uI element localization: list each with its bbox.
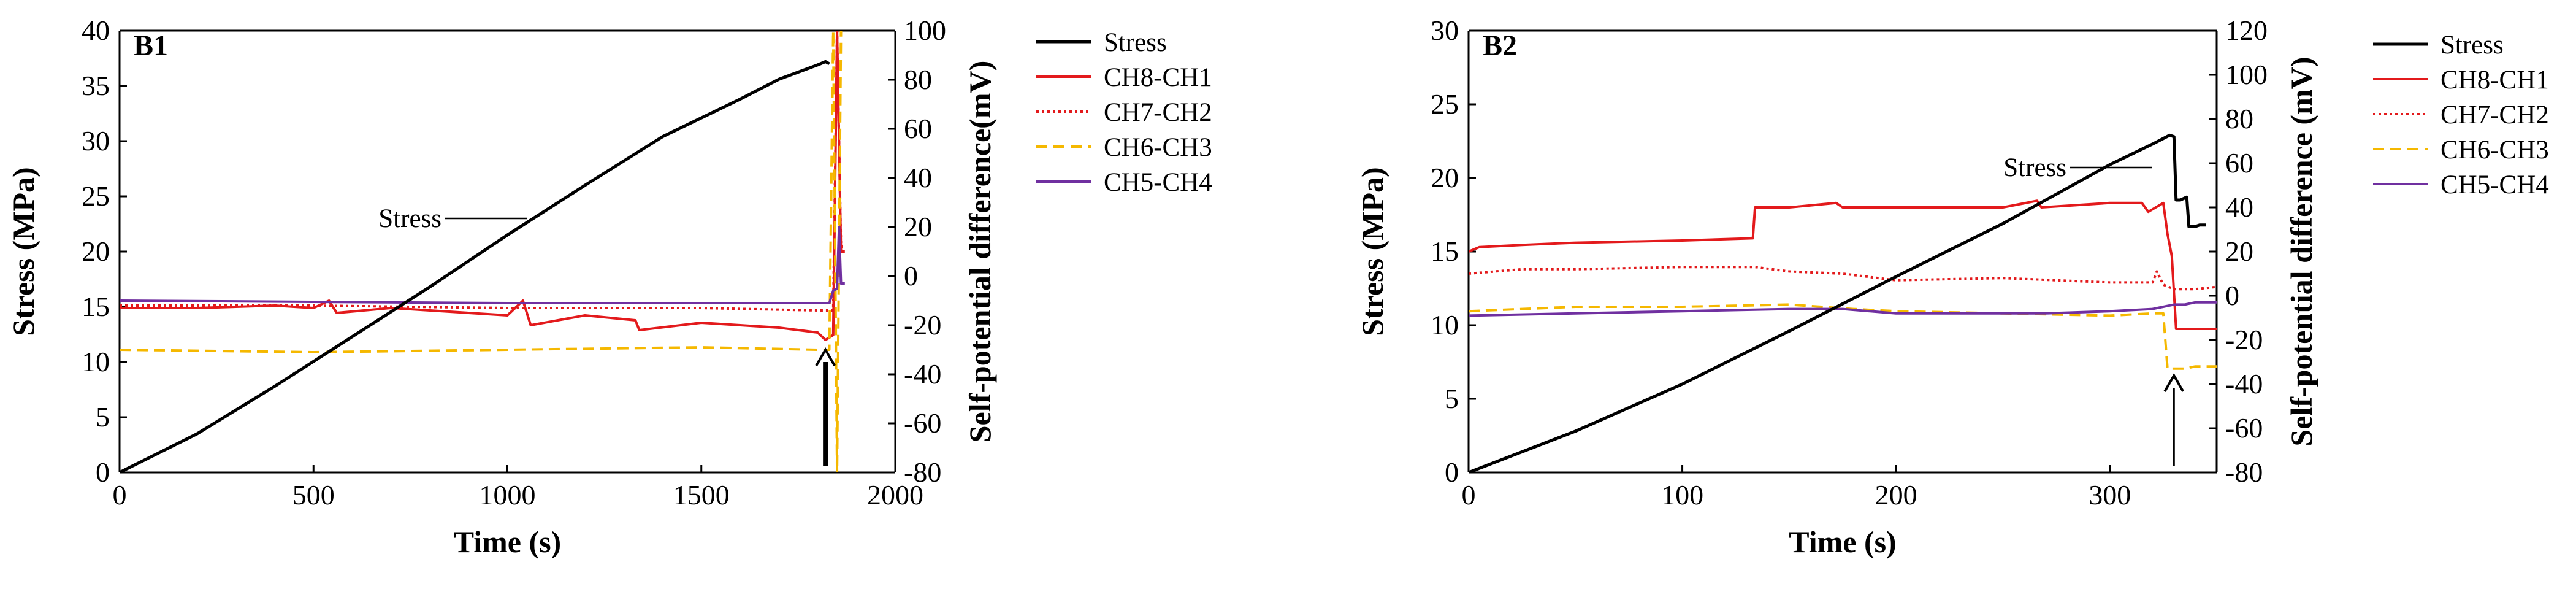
x-tick-label: 100: [1661, 479, 1703, 510]
left-y-tick-label: 35: [82, 70, 110, 101]
series-line-ch7-ch2: [1469, 266, 2217, 291]
right-y-tick-label: 60: [904, 113, 932, 144]
right-y-tick-label: -20: [904, 309, 941, 341]
x-tick-label: 0: [1462, 479, 1476, 510]
right-y-tick-label: -80: [2225, 456, 2263, 488]
legend-label-ch6-ch3: CH6-CH3: [1104, 133, 1212, 162]
legend-label-ch5-ch4: CH5-CH4: [2440, 171, 2549, 199]
left-y-axis-title: Stress (MPa): [6, 167, 40, 336]
right-y-tick-label: 0: [904, 260, 918, 291]
series-line-ch8-ch1: [120, 31, 845, 341]
left-y-tick-label: 15: [82, 291, 110, 322]
stress-annotation: Stress: [2003, 153, 2066, 182]
right-y-tick-label: 80: [2225, 103, 2253, 134]
right-y-tick-label: 20: [2225, 236, 2253, 267]
stress-annotation: Stress: [378, 204, 441, 233]
left-y-tick-label: 10: [1431, 309, 1459, 341]
right-y-axis-title: Self-potential difference(mV): [963, 61, 997, 443]
left-y-tick-label: 0: [96, 456, 110, 488]
legend-label-ch8-ch1: CH8-CH1: [1104, 63, 1212, 92]
x-tick-label: 500: [292, 479, 335, 510]
x-tick-label: 0: [113, 479, 127, 510]
left-y-tick-label: 20: [1431, 162, 1459, 193]
left-y-tick-label: 10: [82, 346, 110, 377]
legend-label-ch7-ch2: CH7-CH2: [1104, 98, 1212, 127]
right-y-tick-label: -40: [2225, 368, 2263, 399]
panel-label: B1: [134, 29, 168, 62]
x-tick-label: 2000: [867, 479, 923, 510]
series-line-ch7-ch2: [120, 31, 845, 312]
right-y-tick-label: 100: [904, 15, 946, 46]
right-y-tick-label: 120: [2225, 15, 2268, 46]
left-y-tick-label: 20: [82, 236, 110, 267]
legend-label-ch5-ch4: CH5-CH4: [1104, 168, 1212, 197]
legend-label-ch7-ch2: CH7-CH2: [2440, 101, 2549, 129]
left-y-tick-label: 5: [1445, 383, 1459, 414]
x-axis-title: Time (s): [454, 525, 561, 559]
right-y-tick-label: 40: [2225, 191, 2253, 223]
right-y-tick-label: -80: [904, 456, 941, 488]
x-axis-title: Time (s): [1789, 525, 1896, 559]
right-y-tick-label: 20: [904, 211, 932, 242]
left-y-tick-label: 25: [82, 180, 110, 212]
x-tick-label: 1000: [480, 479, 536, 510]
right-y-tick-label: 40: [904, 162, 932, 193]
series-line-ch8-ch1: [1469, 199, 2217, 330]
series-line-stress: [120, 60, 830, 472]
legend-label-ch6-ch3: CH6-CH3: [2440, 136, 2549, 164]
legend-label-stress: Stress: [1104, 28, 1167, 57]
series-line-ch6-ch3: [1469, 303, 2217, 370]
right-y-tick-label: -60: [2225, 412, 2263, 444]
right-y-axis-title: Self-potential difference (mV): [2284, 56, 2318, 446]
right-y-tick-label: -20: [2225, 324, 2263, 355]
x-tick-label: 1500: [673, 479, 730, 510]
failure-arrow-head: [2163, 372, 2185, 392]
right-y-tick-label: -40: [904, 358, 941, 390]
series-line-ch5-ch4: [1469, 301, 2217, 317]
left-y-tick-label: 5: [96, 401, 110, 433]
right-y-tick-label: 80: [904, 64, 932, 95]
left-y-axis-title: Stress (MPa): [1355, 167, 1389, 336]
left-y-tick-label: 0: [1445, 456, 1459, 488]
x-tick-label: 200: [1875, 479, 1917, 510]
series-line-ch5-ch4: [120, 226, 845, 304]
panel-label: B2: [1483, 29, 1517, 62]
left-y-tick-label: 15: [1431, 236, 1459, 267]
x-tick-label: 300: [2089, 479, 2131, 510]
left-y-tick-label: 40: [82, 15, 110, 46]
right-y-tick-label: -60: [904, 407, 941, 439]
left-y-tick-label: 30: [82, 125, 110, 156]
legend-label-ch8-ch1: CH8-CH1: [2440, 66, 2549, 94]
series-line-ch6-ch3: [120, 31, 843, 472]
series-line-stress: [1469, 133, 2206, 472]
failure-arrow-head: [815, 347, 836, 366]
left-y-tick-label: 30: [1431, 15, 1459, 46]
right-y-tick-label: 0: [2225, 280, 2239, 311]
left-y-tick-label: 25: [1431, 88, 1459, 120]
right-y-tick-label: 60: [2225, 147, 2253, 179]
right-y-tick-label: 100: [2225, 59, 2268, 90]
legend-label-stress: Stress: [2440, 31, 2504, 60]
